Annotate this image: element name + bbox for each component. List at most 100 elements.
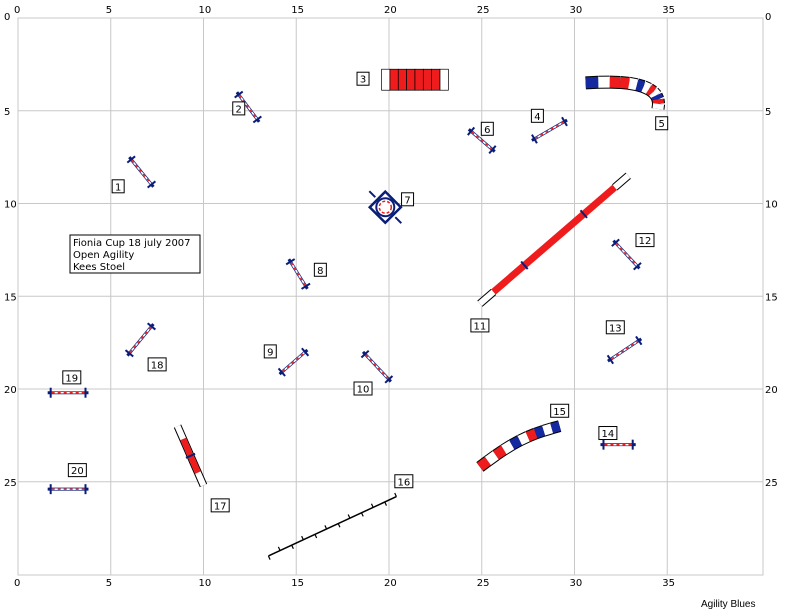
obstacle-12-hurdle [611,238,642,271]
obstacle-label-box [401,192,415,207]
dogwalk-contact-start [477,289,496,306]
tire-stand [368,190,376,198]
x-axis-bottom-ticks: 0 5 10 15 20 25 30 35 [14,578,675,589]
hurdle-wing [126,155,136,164]
tire-frame [367,189,403,225]
hurdle-bar-inner [365,354,389,380]
weave-pole [291,544,294,550]
obstacle-label-2: 2 [232,101,246,116]
dogwalk-support [520,260,529,270]
info-event-title: Fionia Cup 18 july 2007 [73,238,191,249]
course-info-box: Fionia Cup 18 july 2007 Open Agility Kee… [69,234,201,274]
y-tick-label-left: 15 [4,292,17,303]
obstacle-label-4: 4 [530,108,544,123]
y-tick-label-right: 20 [765,385,778,396]
tunnel-segment [652,103,665,110]
tunnel-segment [381,68,391,91]
tunnel-segment [414,68,424,91]
obstacle-label-20: 20 [67,463,87,478]
obstacle-7-tire [367,189,403,225]
obstacle-label-number: 18 [151,360,164,371]
x-tick-label-top: 0 [14,5,20,16]
obstacle-label-box [655,116,669,131]
obstacle-label-number: 8 [317,266,323,277]
obstacle-label-18: 18 [147,357,167,372]
y-tick-label-left: 20 [4,385,17,396]
obstacle-9-hurdle [277,347,310,377]
tunnel-segment [422,68,433,91]
tunnel-segment [509,436,523,450]
tunnel-segment [397,68,407,91]
obstacle-label-number: 14 [602,429,615,440]
y-tick-label-right: 5 [765,107,771,118]
x-tick-label-bottom: 35 [662,578,675,589]
obstacle-label-number: 1 [115,182,121,193]
dogwalk-plank [491,184,617,295]
course-grid [17,17,764,576]
obstacle-label-box [232,101,246,116]
obstacle-label-11: 11 [470,318,490,333]
y-tick-label-left: 10 [4,200,17,211]
info-box-frame [69,234,201,274]
obstacle-label-box [394,474,414,489]
dogwalk-contact-end [612,173,631,190]
obstacle-label-box [67,463,87,478]
obstacle-15-tunnel-straight [476,420,562,472]
obstacle-label-number: 3 [360,75,366,86]
hurdle-bar-stripes [290,262,306,286]
hurdle-wing [234,90,244,99]
obstacle-label-16: 16 [394,474,414,489]
hurdle-bar-inner [129,326,152,354]
tire-stand [394,216,402,224]
hurdle-wing [301,347,310,357]
obstacle-label-number: 4 [534,112,540,123]
obstacle-label-box [550,403,570,418]
hurdle-wing [561,116,568,127]
y-tick-label-right: 25 [765,478,778,489]
obstacle-14-hurdle [600,439,636,450]
x-tick-label-bottom: 5 [106,578,112,589]
weave-pole [360,512,364,517]
x-tick-label-top: 35 [662,5,675,16]
x-tick-label-bottom: 20 [384,578,397,589]
x-tick-label-bottom: 15 [291,578,304,589]
tunnel-segment [476,456,491,471]
tunnel-segment [635,79,646,92]
obstacle-1-hurdle [126,155,157,189]
tunnel-segment [649,88,661,100]
obstacle-16-ladder [267,492,397,560]
obstacle-label-8: 8 [313,262,327,277]
hurdle-wing [488,145,497,155]
obstacle-label-7: 7 [401,192,415,207]
obstacle-label-number: 13 [609,323,622,334]
weave-pole [324,525,328,530]
tunnel-segment [641,81,652,95]
footer-brand: Agility Blues [701,599,755,610]
tunnel-segment [517,432,530,446]
hurdle-wing [301,282,311,290]
x-tick-label-top: 25 [477,5,490,16]
x-tick-label-bottom: 10 [199,578,212,589]
obstacle-label-15: 15 [550,403,570,418]
obstacle-4-hurdle [531,116,568,144]
obstacle-label-box [530,108,544,123]
hurdle-wing [147,180,157,189]
obstacle-label-number: 20 [71,466,84,477]
obstacle-13-hurdle [606,335,643,365]
obstacle-label-number: 15 [553,407,566,418]
tunnel-segment [389,68,399,91]
obstacle-label-6: 6 [480,121,494,136]
obstacle-label-box [210,498,230,513]
obstacle-11-dogwalk [477,172,631,307]
tunnel-segment [651,93,664,102]
tunnel-segment [493,445,507,460]
weave-pole [301,535,304,541]
obstacle-label-box [356,71,370,86]
obstacle-label-number: 10 [357,385,370,396]
obstacle-label-number: 19 [65,373,78,384]
weave-pole [277,546,281,551]
obstacle-label-3: 3 [356,71,370,86]
obstacle-17-seesaw [173,424,208,488]
weave-pole [347,514,351,519]
obstacle-label-17: 17 [210,498,230,513]
